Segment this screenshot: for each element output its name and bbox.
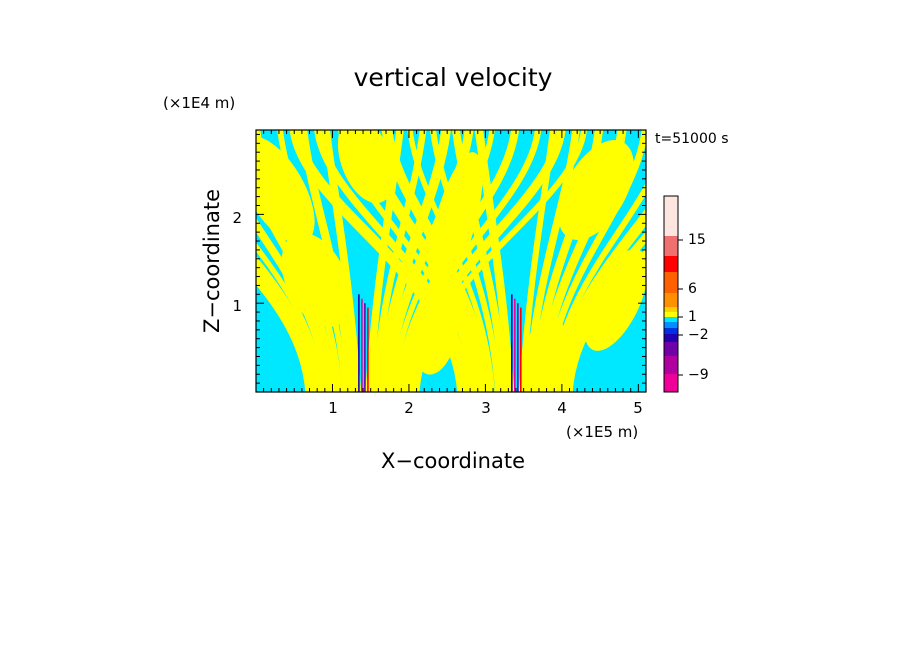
field-patch-6 <box>525 315 567 385</box>
jet-regions <box>358 294 522 392</box>
chart-title: vertical velocity <box>354 63 553 92</box>
field-band-18 <box>474 130 515 392</box>
x-tick-label-1: 1 <box>328 399 338 417</box>
jet-core-0-0 <box>358 294 360 392</box>
field-patch-5 <box>584 249 646 351</box>
jet-core-1-2 <box>517 303 519 392</box>
x-tick-label-4: 4 <box>557 399 567 417</box>
colorbar-label-minus9: −9 <box>688 367 709 383</box>
colorbar-swatch-6 <box>664 317 678 322</box>
field-patch-4 <box>558 140 634 240</box>
plot-area <box>256 130 646 392</box>
field-band-27 <box>518 130 557 392</box>
colorbar-swatch-11 <box>664 256 678 272</box>
y-tick-label-1: 1 <box>232 297 242 315</box>
field-band-4 <box>256 185 338 392</box>
field-patch-0 <box>256 136 315 244</box>
field-patch-7 <box>337 130 395 204</box>
colorbar-swatch-5 <box>664 322 678 328</box>
y-axis-label: Z−coordinate <box>200 189 224 333</box>
axis-ticks <box>256 130 647 392</box>
field-band-7 <box>256 256 321 392</box>
colorbar-swatch-2 <box>664 342 678 356</box>
x-axis-label: X−coordinate <box>381 449 525 473</box>
colorbar-swatch-top <box>664 196 678 236</box>
x-tick-label-2: 2 <box>404 399 414 417</box>
field-bands <box>256 130 646 392</box>
colorbar-label-6: 6 <box>688 281 697 297</box>
x-unit-label: (×1E5 m) <box>566 423 638 441</box>
field-band-25 <box>314 130 473 392</box>
field-band-6 <box>256 242 325 392</box>
time-label: t=51000 s <box>655 131 729 147</box>
field-patch-2 <box>429 152 483 288</box>
x-tick-label-5: 5 <box>633 399 643 417</box>
field-band-19 <box>452 130 509 392</box>
jet-core-1-0 <box>511 294 513 392</box>
jet-core-0-2 <box>364 303 366 392</box>
field-band-35 <box>566 248 646 392</box>
colorbar-swatch-1 <box>664 356 678 374</box>
colorbar-label-15: 15 <box>688 232 706 248</box>
colorbar-swatch-7 <box>664 312 678 317</box>
field-band-34 <box>559 231 646 392</box>
field-band-5 <box>256 217 332 392</box>
colorbar <box>663 195 683 393</box>
jet-core-0-3 <box>367 307 369 392</box>
colorbar-swatch-9 <box>664 293 678 307</box>
colorbar-swatch-12 <box>664 236 678 256</box>
colorbar-swatch-10 <box>664 272 678 293</box>
colorbar-swatch-4 <box>664 328 678 334</box>
colorbar-swatch-0 <box>664 374 678 392</box>
jet-core-1-1 <box>514 298 516 392</box>
colorbar-label-1: 1 <box>688 309 697 325</box>
field-band-15 <box>401 130 542 392</box>
colorbar-swatch-8 <box>664 307 678 312</box>
plot-frame <box>255 129 647 393</box>
y-tick-label-2: 2 <box>232 209 242 227</box>
colorbar-swatch-3 <box>664 334 678 342</box>
jet-core-0-1 <box>361 298 363 392</box>
field-patch-3 <box>412 285 460 375</box>
x-tick-label-3: 3 <box>481 399 491 417</box>
field-band-8 <box>256 272 314 392</box>
field-patch-1 <box>281 232 351 328</box>
y-unit-label: (×1E4 m) <box>163 94 235 112</box>
colorbar-frame <box>663 195 679 393</box>
colorbar-label-minus2: −2 <box>688 327 709 343</box>
jet-core-1-3 <box>520 307 522 392</box>
